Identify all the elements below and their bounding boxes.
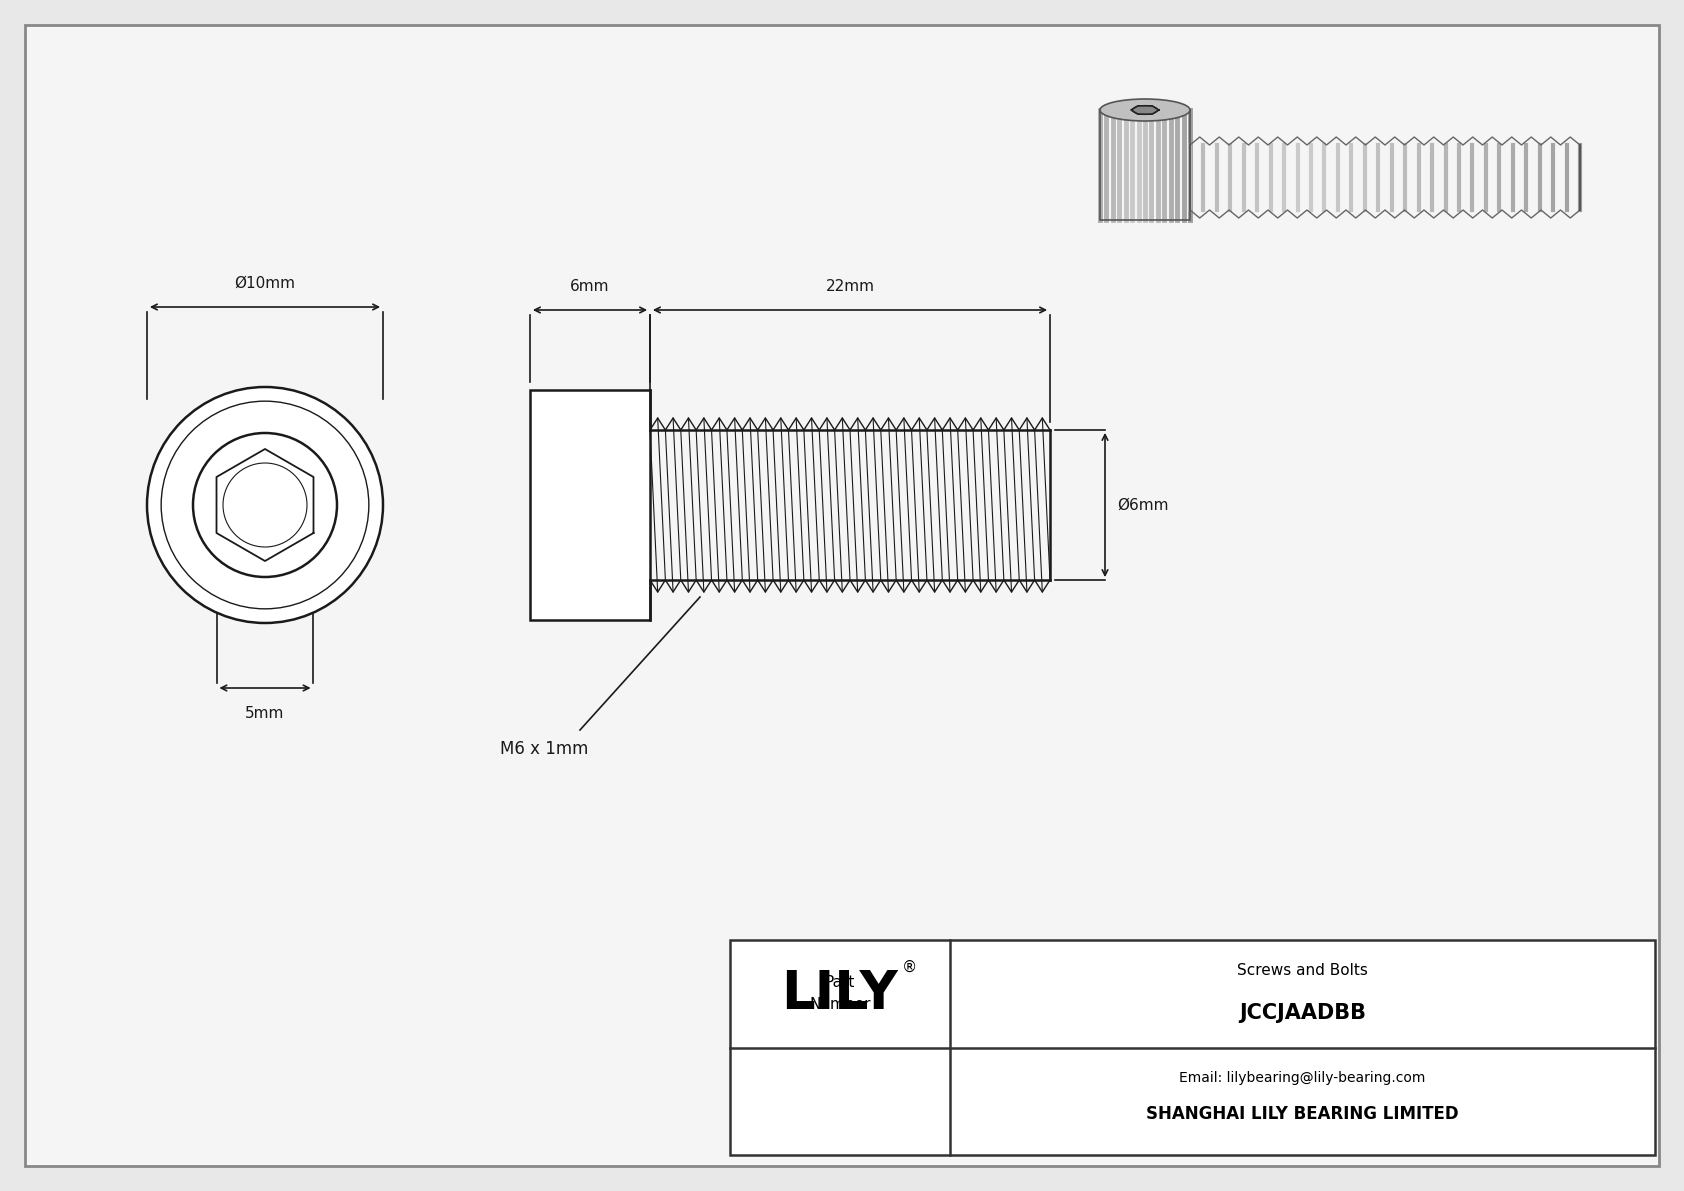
Text: 5mm: 5mm (246, 706, 285, 721)
Text: Email: lilybearing@lily-bearing.com: Email: lilybearing@lily-bearing.com (1179, 1071, 1426, 1085)
Bar (530, 389, 650, 621)
Text: Part
Number: Part Number (810, 975, 871, 1012)
Bar (729, 940, 1655, 1155)
Text: JCCJAADBB: JCCJAADBB (1239, 1003, 1366, 1023)
Circle shape (194, 434, 337, 576)
Text: Screws and Bolts: Screws and Bolts (1238, 962, 1367, 978)
Text: Ø10mm: Ø10mm (234, 276, 295, 291)
Text: SHANGHAI LILY BEARING LIMITED: SHANGHAI LILY BEARING LIMITED (1147, 1105, 1458, 1123)
Text: 22mm: 22mm (825, 279, 874, 294)
Ellipse shape (1132, 106, 1157, 114)
Text: M6 x 1mm: M6 x 1mm (500, 740, 588, 757)
Text: Ø6mm: Ø6mm (1116, 498, 1169, 512)
Text: ®: ® (903, 960, 918, 975)
Circle shape (147, 387, 382, 623)
Text: LILY: LILY (781, 968, 898, 1019)
Ellipse shape (1100, 99, 1191, 121)
Bar (1100, 110, 1191, 220)
Text: 6mm: 6mm (571, 279, 610, 294)
